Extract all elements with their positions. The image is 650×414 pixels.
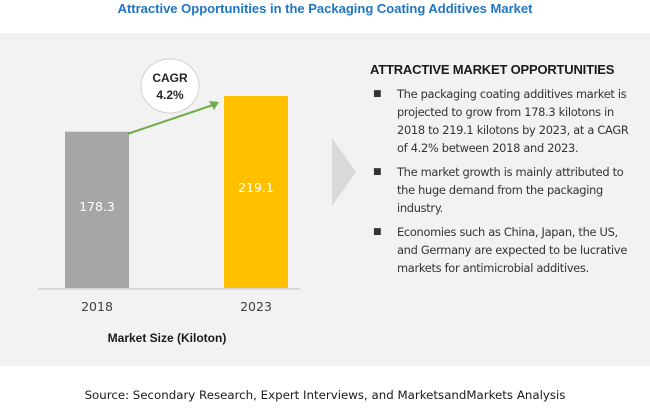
list-item-text: Economies such as China, Japan, the US, … xyxy=(397,225,628,275)
list-item: ■ Economies such as China, Japan, the US… xyxy=(370,223,640,277)
opportunities-heading: ATTRACTIVE MARKET OPPORTUNITIES xyxy=(370,62,615,77)
x-tick-label-2023: 2023 xyxy=(240,299,272,314)
bar-chart: 178.3 2018 219.1 2023 CAGR 4.2% Market Size (K… xyxy=(38,58,300,345)
infographic-panel: 178.3 2018 219.1 2023 CAGR 4.2% Market Size (K… xyxy=(0,33,650,366)
cagr-value: 4.2% xyxy=(156,88,184,102)
square-bullet-icon: ■ xyxy=(373,167,382,177)
square-bullet-icon: ■ xyxy=(373,227,382,237)
data-label-2018: 178.3 xyxy=(79,199,115,214)
bar-2023 xyxy=(224,96,288,288)
x-axis-title: Market Size (Kiloton) xyxy=(108,331,227,345)
list-item-text: The packaging coating additives market i… xyxy=(397,87,629,155)
growth-arrow-line xyxy=(127,104,214,135)
list-item: ■ The market growth is mainly attributed… xyxy=(370,163,640,217)
chevron-right-icon xyxy=(332,138,356,206)
list-item-text: The market growth is mainly attributed t… xyxy=(397,165,624,215)
list-item: ■ The packaging coating additives market… xyxy=(370,85,640,157)
cagr-label: CAGR xyxy=(152,71,188,85)
cagr-bubble xyxy=(140,58,200,114)
square-bullet-icon: ■ xyxy=(373,89,382,99)
opportunities-list: ■ The packaging coating additives market… xyxy=(370,85,640,283)
page-title: Attractive Opportunities in the Packagin… xyxy=(117,1,533,16)
data-label-2023: 219.1 xyxy=(238,180,274,195)
x-tick-label-2018: 2018 xyxy=(81,299,113,314)
growth-arrow-head xyxy=(209,101,219,110)
source-note: Source: Secondary Research, Expert Inter… xyxy=(84,388,566,402)
bar-2018 xyxy=(65,131,129,288)
